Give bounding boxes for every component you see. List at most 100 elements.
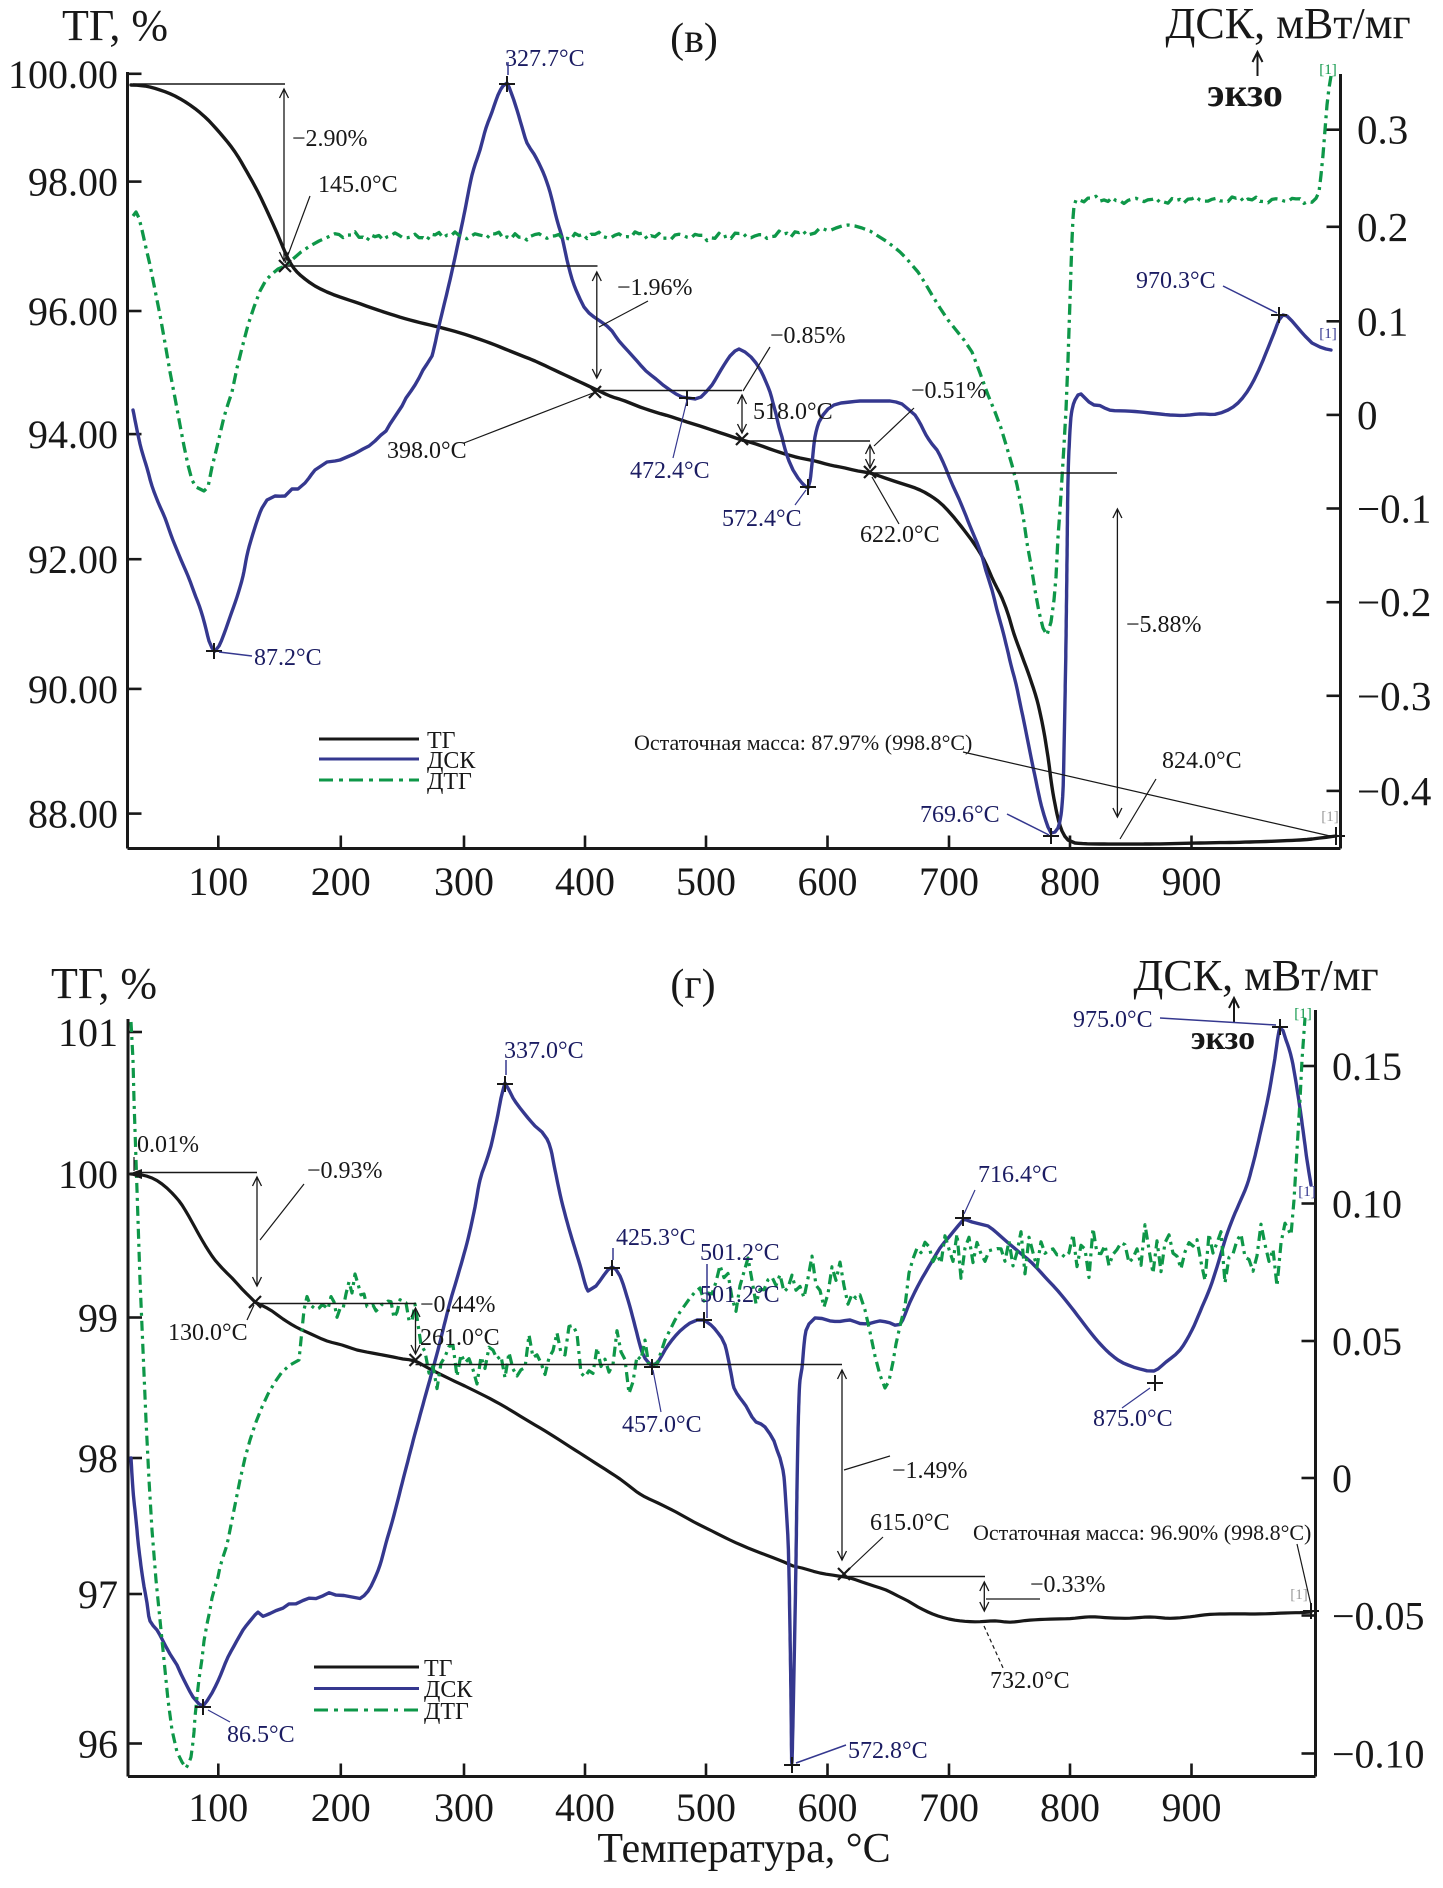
svg-text:0.05: 0.05	[1332, 1319, 1402, 1364]
svg-text:398.0°C: 398.0°C	[387, 438, 467, 464]
svg-text:98: 98	[78, 1436, 118, 1481]
svg-text:Температура, °C: Температура, °C	[597, 1826, 890, 1872]
svg-text:97: 97	[78, 1572, 118, 1617]
svg-text:[1]: [1]	[1290, 1587, 1308, 1603]
svg-text:400: 400	[555, 1785, 615, 1830]
svg-text:200: 200	[311, 1785, 371, 1830]
svg-text:622.0°C: 622.0°C	[860, 522, 940, 548]
svg-text:824.0°C: 824.0°C	[1162, 748, 1242, 774]
svg-text:572.4°C: 572.4°C	[722, 506, 802, 532]
svg-text:−1.49%: −1.49%	[892, 1458, 968, 1484]
svg-text:[1]: [1]	[1319, 62, 1337, 78]
svg-text:0.1: 0.1	[1357, 298, 1408, 344]
svg-text:337.0°C: 337.0°C	[504, 1038, 584, 1064]
svg-text:101: 101	[58, 1010, 118, 1055]
svg-text:100: 100	[58, 1152, 118, 1197]
svg-text:ДСК: ДСК	[424, 1677, 473, 1703]
svg-text:88.00: 88.00	[28, 792, 118, 837]
svg-text:−0.3: −0.3	[1357, 673, 1431, 719]
svg-text:[1]: [1]	[1294, 1006, 1312, 1022]
svg-text:261.0°C: 261.0°C	[420, 1325, 500, 1351]
svg-text:518.0°C: 518.0°C	[753, 399, 833, 425]
svg-text:ТГ, %: ТГ, %	[62, 1, 168, 50]
svg-text:0.01%: 0.01%	[137, 1132, 199, 1158]
svg-text:98.00: 98.00	[28, 160, 118, 205]
svg-text:700: 700	[919, 859, 979, 904]
svg-text:−1.96%: −1.96%	[617, 275, 693, 301]
svg-text:99: 99	[78, 1296, 118, 1341]
svg-text:800: 800	[1040, 859, 1100, 904]
svg-text:572.8°C: 572.8°C	[848, 1738, 928, 1764]
svg-text:(г): (г)	[670, 962, 715, 1008]
svg-text:716.4°C: 716.4°C	[978, 1162, 1058, 1188]
svg-text:−0.33%: −0.33%	[1030, 1572, 1106, 1598]
svg-text:ТГ: ТГ	[427, 728, 456, 754]
svg-text:970.3°C: 970.3°C	[1136, 268, 1216, 294]
svg-text:425.3°C: 425.3°C	[616, 1225, 696, 1251]
svg-text:−0.85%: −0.85%	[770, 323, 846, 349]
svg-text:327.7°C: 327.7°C	[505, 46, 585, 72]
svg-text:[1]: [1]	[1319, 326, 1337, 342]
svg-text:0.15: 0.15	[1332, 1044, 1402, 1089]
svg-text:ТГ: ТГ	[424, 1656, 453, 1682]
svg-text:975.0°C: 975.0°C	[1073, 1007, 1153, 1033]
svg-text:500: 500	[676, 859, 736, 904]
svg-text:130.0°C: 130.0°C	[168, 1320, 248, 1346]
svg-text:[1]: [1]	[1321, 809, 1339, 825]
svg-text:−0.05: −0.05	[1332, 1594, 1425, 1639]
svg-text:90.00: 90.00	[28, 667, 118, 712]
svg-text:732.0°C: 732.0°C	[990, 1668, 1070, 1694]
svg-text:100: 100	[188, 1785, 248, 1830]
svg-text:501.2°C: 501.2°C	[700, 1240, 780, 1266]
svg-text:−0.93%: −0.93%	[307, 1158, 383, 1184]
svg-text:615.0°C: 615.0°C	[870, 1510, 950, 1536]
svg-text:экзо: экзо	[1191, 1020, 1255, 1057]
svg-text:0: 0	[1332, 1456, 1352, 1501]
svg-text:700: 700	[919, 1785, 979, 1830]
svg-text:200: 200	[311, 859, 371, 904]
svg-text:0.2: 0.2	[1357, 204, 1408, 250]
svg-text:экзо: экзо	[1207, 70, 1283, 115]
svg-text:ДСК, мВт/мг: ДСК, мВт/мг	[1133, 951, 1378, 1000]
svg-text:145.0°C: 145.0°C	[318, 172, 398, 198]
svg-text:Остаточная масса: 96.90% (998.: Остаточная масса: 96.90% (998.8°C)	[973, 1520, 1311, 1545]
svg-text:92.00: 92.00	[28, 537, 118, 582]
svg-text:ДТГ: ДТГ	[427, 769, 472, 795]
svg-text:−0.4: −0.4	[1357, 768, 1431, 814]
svg-text:0.3: 0.3	[1357, 107, 1408, 153]
svg-text:−0.51%: −0.51%	[911, 378, 987, 404]
svg-text:100: 100	[188, 859, 248, 904]
svg-text:87.2°C: 87.2°C	[254, 645, 322, 671]
svg-text:−5.88%: −5.88%	[1126, 612, 1202, 638]
svg-text:472.4°C: 472.4°C	[630, 458, 710, 484]
svg-text:−0.1: −0.1	[1357, 486, 1431, 532]
svg-text:−2.90%: −2.90%	[292, 126, 368, 152]
svg-text:600: 600	[798, 1785, 858, 1830]
svg-text:500: 500	[676, 1785, 736, 1830]
svg-text:ТГ, %: ТГ, %	[51, 959, 157, 1008]
svg-text:−0.2: −0.2	[1357, 579, 1431, 625]
svg-text:457.0°C: 457.0°C	[622, 1412, 702, 1438]
svg-text:−0.10: −0.10	[1332, 1732, 1425, 1777]
svg-text:(в): (в)	[670, 16, 718, 62]
svg-text:900: 900	[1162, 859, 1222, 904]
svg-text:ДСК: ДСК	[427, 748, 476, 774]
svg-text:ДСК, мВт/мг: ДСК, мВт/мг	[1165, 0, 1410, 48]
svg-text:400: 400	[555, 859, 615, 904]
svg-text:900: 900	[1162, 1785, 1222, 1830]
svg-text:94.00: 94.00	[28, 412, 118, 457]
svg-text:96: 96	[78, 1722, 118, 1767]
svg-text:300: 300	[434, 1785, 494, 1830]
svg-text:86.5°C: 86.5°C	[227, 1722, 295, 1748]
svg-text:875.0°C: 875.0°C	[1093, 1406, 1173, 1432]
svg-text:−0.44%: −0.44%	[420, 1292, 496, 1318]
svg-text:100.00: 100.00	[8, 52, 118, 97]
svg-text:300: 300	[434, 859, 494, 904]
svg-text:Остаточная масса: 87.97% (998.: Остаточная масса: 87.97% (998.8°C)	[634, 730, 972, 755]
svg-text:0: 0	[1357, 392, 1378, 438]
svg-text:769.6°C: 769.6°C	[920, 802, 1000, 828]
svg-text:800: 800	[1040, 1785, 1100, 1830]
svg-text:600: 600	[798, 859, 858, 904]
svg-text:0.10: 0.10	[1332, 1182, 1402, 1227]
svg-text:ДТГ: ДТГ	[424, 1699, 469, 1725]
